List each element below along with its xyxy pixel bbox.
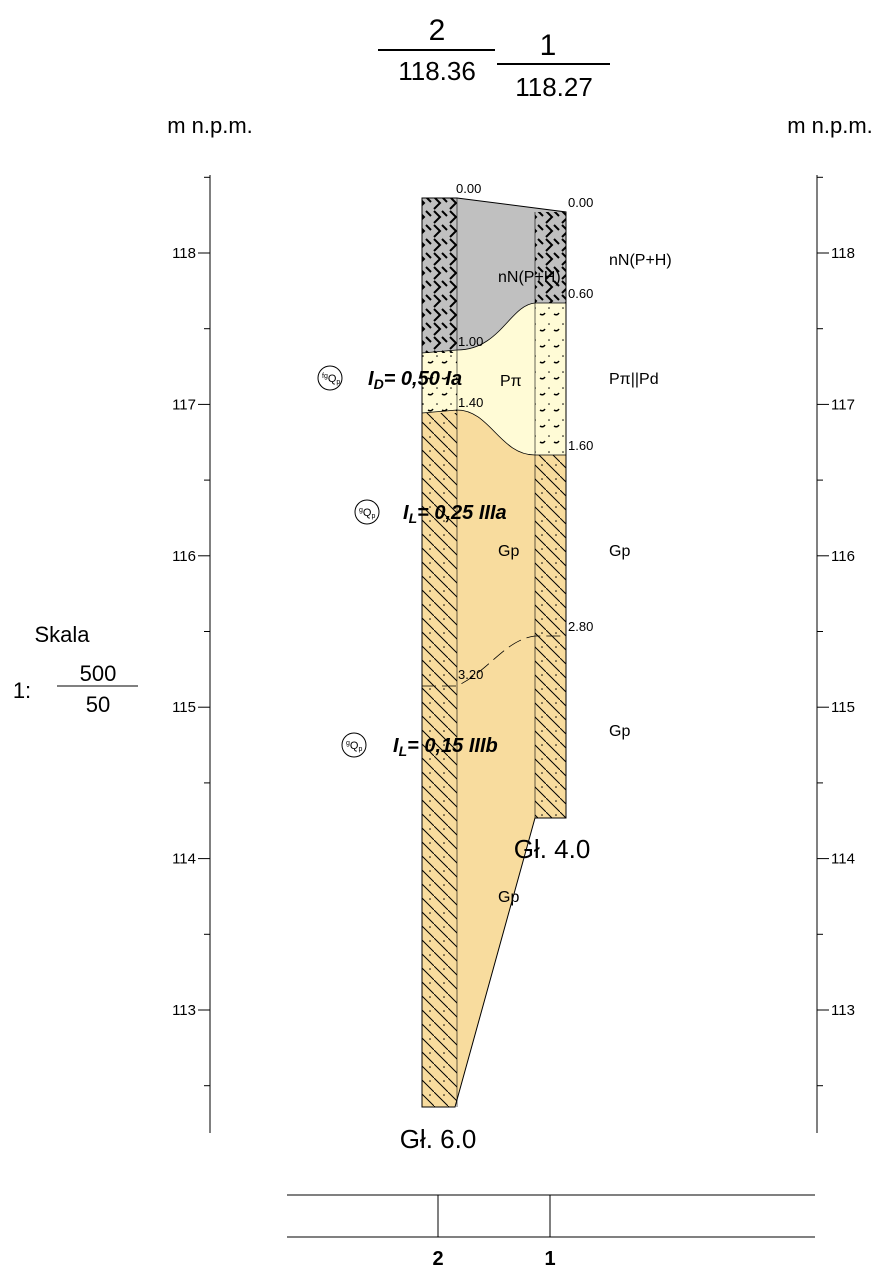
column-pattern [535,455,566,818]
ticks: 118 118 117 117 116 116 115 115 114 114 113 113 [172,176,855,1087]
index-label: IL= 0,15 IIIb [393,735,498,759]
scale-denominator: 50 [86,692,110,717]
tick-label: 115 [831,699,855,716]
tick-label: 116 [172,548,196,565]
scale-numerator: 500 [80,661,117,686]
layer-sand [422,303,566,455]
column-pattern [422,353,457,413]
tick-label: 116 [831,548,855,565]
index-part: = 0,15 IIIb [407,735,498,757]
depth-label: 1.40 [458,395,483,410]
tick-label: 118 [172,245,196,262]
genesis-part: p [336,379,340,386]
genesis-part: p [358,746,362,753]
genesis-symbol: gQp [346,740,362,753]
column-pattern [535,212,566,303]
index-part: = 0,50 Ia [384,368,462,390]
genesis-symbol: fgQp [322,373,340,386]
depth-label: 2.80 [568,619,593,634]
soil-label: nN(P+H) [498,269,561,286]
soil-label: Pπ||Pd [609,371,659,388]
axis-label: m n.p.m. [787,113,873,138]
soil-label: Gp [498,889,519,906]
depth-label: 0.60 [568,286,593,301]
tick-label: 113 [172,1002,196,1019]
layer-organic [422,198,566,353]
scale-prefix: 1: [13,678,31,703]
index-part: L [399,743,408,759]
tick-label: 114 [172,851,196,868]
genesis-circle [341,732,367,758]
genesis-part: fg [322,373,328,380]
section-outline [421,197,567,1108]
tick-label: 117 [172,396,196,413]
footer-cell: 2 [432,1248,443,1270]
borehole-elevation: 118.36 [398,56,476,86]
genesis-part: Q [363,507,372,519]
soil-label: Gp [609,723,630,740]
column-pattern [422,413,457,1107]
index-part: D [374,376,384,392]
tick-label: 115 [172,699,196,716]
index-part: I [403,502,409,524]
depth-label: 0.00 [568,195,593,210]
soil-label: Pπ [500,373,522,390]
index-label: ID= 0,50 Ia [368,368,462,392]
scale-title: Skala [34,622,90,647]
axis-label: m n.p.m. [167,113,253,138]
layer-boundary [421,302,566,354]
layer-clay [422,410,566,1107]
layer-boundary [422,635,566,687]
genesis-circle [317,365,343,391]
depth-label: 0.00 [456,181,481,196]
depth-label: 3.20 [458,667,483,682]
index-part: L [409,510,418,526]
index-part: I [368,368,374,390]
genesis-part: p [371,513,375,520]
borehole-id: 2 [429,14,446,47]
column-pattern [422,198,457,353]
tick-label: 117 [831,396,855,413]
genesis-part: Q [350,740,359,752]
genesis-part: Q [328,373,337,385]
tick-label: 114 [831,851,855,868]
footer-cell: 1 [544,1248,555,1270]
layer-boundary [421,409,566,456]
borehole-elevation: 118.27 [515,72,593,102]
column-pattern [535,303,566,455]
index-part: I [393,735,399,757]
depth-label: 1.00 [458,334,483,349]
genesis-circle [354,499,380,525]
soil-label: Gp [609,543,630,560]
borehole-id: 1 [540,29,557,62]
tick-label: 113 [831,1002,855,1019]
soil-label: nN(P+H) [609,252,672,269]
tick-label: 118 [831,245,855,262]
soil-label: Gp [498,543,519,560]
bottom-depth: Gł. 4.0 [514,834,591,864]
index-label: IL= 0,25 IIIa [403,502,507,526]
bottom-depth: Gł. 6.0 [400,1124,477,1154]
genesis-symbol: gQp [359,507,375,520]
genesis-part: g [359,507,363,514]
genesis-part: g [346,740,350,747]
depth-label: 1.60 [568,438,593,453]
index-part: = 0,25 IIIa [417,502,507,524]
